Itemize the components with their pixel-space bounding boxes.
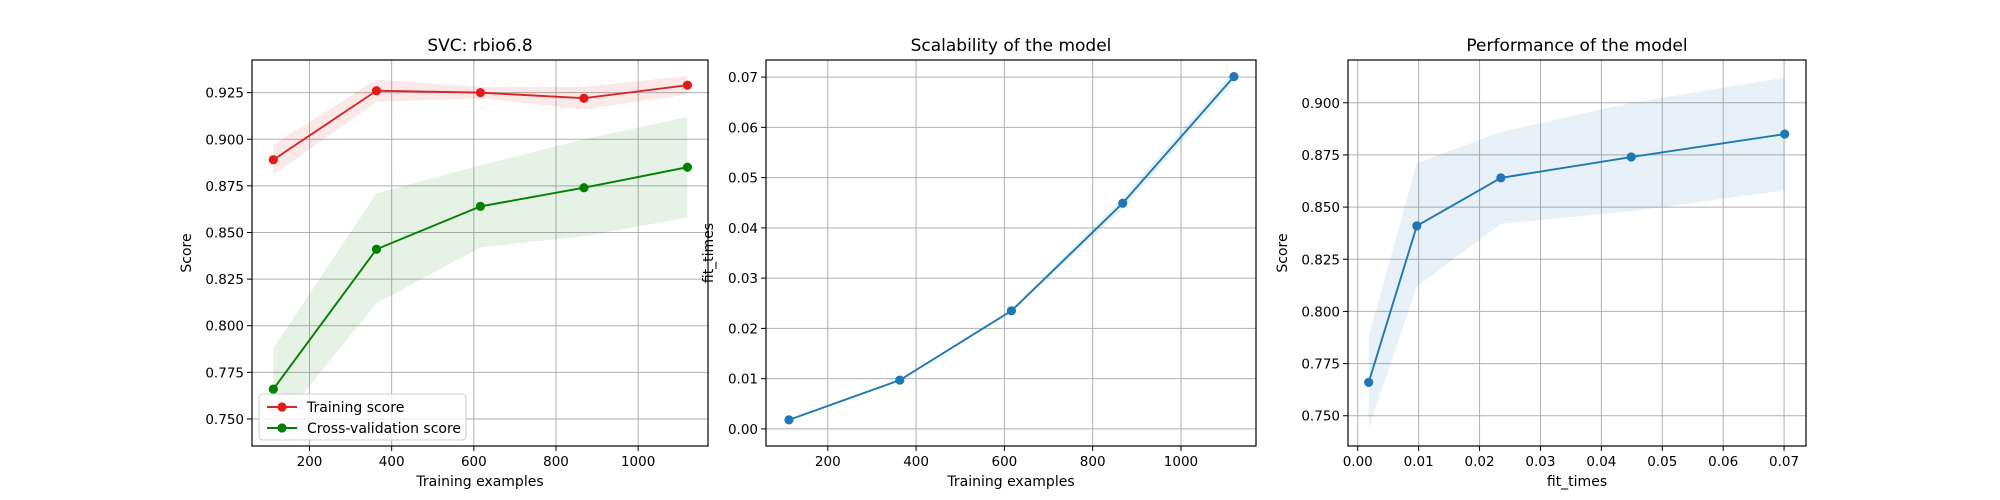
x-tick-label: 600 (461, 454, 487, 470)
y-tick-label: 0.06 (728, 120, 758, 136)
y-tick-label: 0.900 (1301, 96, 1340, 112)
y-tick-label: 0.750 (1301, 409, 1340, 425)
data-point (475, 201, 486, 211)
legend-box (258, 393, 467, 441)
x-tick-label: 800 (543, 454, 569, 470)
data-point (1364, 377, 1374, 387)
y-tick-label: 0.775 (1301, 357, 1340, 373)
y-tick-label: 0.825 (205, 272, 244, 288)
y-tick-label: 0.03 (728, 271, 758, 287)
x-tick-label: 0.01 (1404, 454, 1434, 470)
y-tick-label: 0.04 (728, 221, 758, 237)
chart-title: Performance of the model (1466, 36, 1687, 56)
data-point (1412, 221, 1422, 231)
x-tick-label: 400 (903, 454, 929, 470)
data-point (784, 415, 794, 425)
band-series-1 (788, 71, 1234, 421)
x-tick-label: 0.07 (1769, 454, 1799, 470)
plot-area (1364, 77, 1790, 429)
plot-area (268, 75, 693, 431)
legend-marker (277, 423, 287, 433)
legend-label: Training score (306, 400, 404, 416)
data-point (1229, 71, 1239, 82)
y-tick-label: 0.925 (205, 86, 244, 102)
x-tick-label: 600 (991, 454, 1017, 470)
axes-frame (765, 59, 1257, 447)
data-point (1006, 306, 1017, 316)
x-tick-label: 800 (1080, 454, 1106, 470)
data-point (682, 162, 693, 172)
chart-panel-3: 0.00 0.01 0.02 0.03 0.04 0.05 0.06 0.07 0.750 0.7… (1275, 36, 1807, 490)
x-tick-label: 1000 (1164, 454, 1198, 470)
y-axis-label: Score (1275, 233, 1291, 272)
plot-area (784, 71, 1239, 425)
x-tick-label: 400 (379, 454, 405, 470)
data-point (268, 155, 278, 165)
gridlines (766, 60, 1256, 446)
y-tick-label: 0.875 (205, 179, 244, 195)
gridlines (1348, 60, 1806, 446)
chart-panel-1: 200 400 600 800 1000 0.750 0.775 0.800 0.825 0.85… (179, 36, 709, 490)
legend-marker (277, 402, 287, 412)
y-tick-label: 0.05 (728, 171, 758, 187)
y-tick-label: 0.850 (1301, 200, 1340, 216)
data-point (1496, 173, 1506, 183)
x-tick-label: 200 (297, 454, 323, 470)
axes-frame (1347, 59, 1807, 447)
band-series-2 (273, 116, 688, 431)
y-tick-label: 0.800 (205, 319, 244, 335)
line-series-1 (788, 75, 1235, 421)
band-series-1 (1368, 77, 1785, 429)
y-tick-label: 0.07 (728, 70, 758, 86)
x-tick-label: 0.04 (1586, 454, 1616, 470)
y-tick-label: 0.02 (728, 321, 758, 337)
data-point (1780, 129, 1790, 139)
x-axis-label: fit_times (1547, 474, 1607, 490)
legend-label: Cross-validation score (307, 421, 461, 437)
x-tick-label: 0.02 (1465, 454, 1495, 470)
data-point (475, 88, 486, 98)
data-point (682, 80, 693, 90)
legend: Training score Cross-validation score (258, 393, 467, 441)
y-tick-label: 0.775 (205, 365, 244, 381)
y-tick-label: 0.850 (205, 225, 244, 241)
x-tick-label: 0.06 (1708, 454, 1738, 470)
axes-frame (251, 59, 709, 447)
y-tick-label: 0.825 (1301, 252, 1340, 268)
data-point (579, 93, 589, 103)
chart-title: SVC: rbio6.8 (427, 36, 532, 56)
y-tick-label: 0.00 (728, 422, 758, 438)
data-point (1118, 198, 1128, 208)
x-tick-label: 0.05 (1647, 454, 1677, 470)
y-tick-label: 0.875 (1301, 148, 1340, 164)
x-tick-label: 1000 (621, 454, 655, 470)
y-tick-label: 0.01 (728, 372, 758, 388)
data-point (268, 384, 278, 394)
data-point (579, 183, 589, 193)
y-tick-label: 0.900 (205, 132, 244, 148)
data-point (371, 86, 382, 96)
data-point (895, 375, 905, 385)
y-axis-label: Score (179, 233, 195, 272)
data-point (371, 244, 382, 254)
x-tick-label: 0.03 (1525, 454, 1555, 470)
y-axis-label: fit_times (701, 223, 717, 283)
x-axis-label: Training examples (946, 474, 1074, 490)
chart-panel-2: 200 400 600 800 1000 0.00 0.01 0.02 0.03 0.04 0.05… (701, 36, 1257, 490)
x-tick-label: 0.00 (1343, 454, 1373, 470)
x-axis-label: Training examples (415, 474, 543, 490)
x-tick-label: 200 (815, 454, 841, 470)
y-tick-label: 0.750 (205, 412, 244, 428)
y-tick-label: 0.800 (1301, 304, 1340, 320)
data-point (1626, 152, 1636, 162)
chart-title: Scalability of the model (911, 36, 1112, 56)
